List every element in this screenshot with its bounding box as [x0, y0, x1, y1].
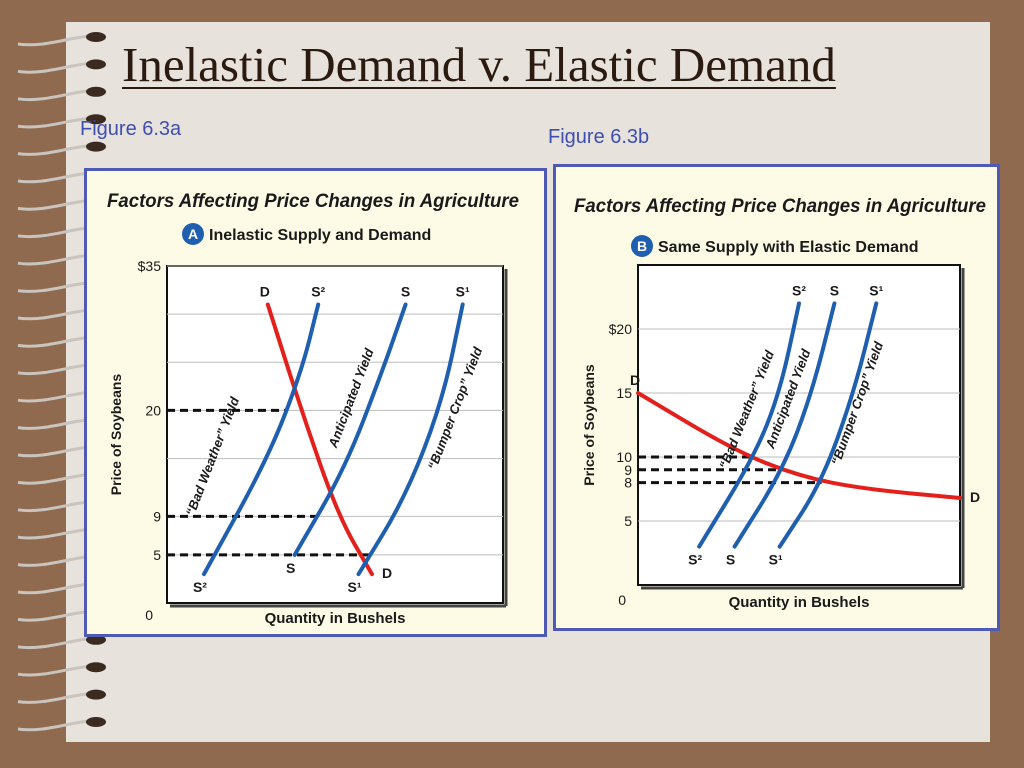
subtitle-badge: A: [188, 226, 198, 242]
x-axis-label: Quantity in Bushels: [265, 610, 406, 627]
spiral-wire: [17, 89, 93, 102]
plot-area: [166, 265, 504, 604]
spiral-wire: [17, 445, 93, 458]
supply-label: S¹: [456, 284, 470, 300]
y-tick-label: 9: [153, 508, 161, 524]
y-axis-label: Price of Soybeans: [108, 374, 124, 496]
supply-label: S: [830, 282, 839, 298]
y-tick-label: 5: [153, 547, 161, 563]
demand-curve: [265, 302, 374, 577]
supply-label: S¹: [869, 282, 883, 298]
chart-subtitle: Same Supply with Elastic Demand: [658, 239, 919, 256]
spiral-wire: [17, 582, 93, 595]
spiral-wire: [17, 363, 93, 376]
spiral-hole: [86, 59, 106, 70]
y-tick-label: 10: [616, 449, 632, 465]
spiral-wire: [17, 144, 93, 156]
spiral-wire: [17, 609, 93, 622]
supply-curve: [732, 301, 837, 549]
chart-subtitle: Inelastic Supply and Demand: [209, 227, 431, 244]
spiral-wire: [17, 335, 93, 348]
spiral-wire: [17, 664, 93, 677]
spiral-wire: [17, 281, 93, 293]
y-tick-label: 9: [624, 462, 632, 478]
spiral-wire: [17, 308, 93, 321]
spiral-wire: [17, 418, 93, 430]
y-tick-label: 5: [624, 513, 632, 529]
spiral-wire: [17, 390, 93, 403]
spiral-wire: [17, 527, 93, 540]
spiral-hole: [86, 634, 106, 645]
chart-a-svg: Factors Affecting Price Changes in Agric…: [107, 191, 519, 627]
y-tick-label: $20: [609, 321, 633, 337]
chart-b-svg: Factors Affecting Price Changes in Agric…: [574, 196, 986, 611]
chart-title: Factors Affecting Price Changes in Agric…: [574, 196, 986, 217]
supply-curve: [201, 302, 321, 577]
spiral-hole: [86, 32, 106, 42]
figure-caption-b: Figure 6.3b: [548, 126, 650, 148]
chart-title: Factors Affecting Price Changes in Agric…: [107, 191, 519, 212]
supply-label: S¹: [348, 579, 362, 595]
spiral-wire: [17, 637, 93, 650]
supply-curve: [292, 302, 408, 557]
demand-label: D: [970, 489, 980, 505]
spiral-hole: [86, 662, 106, 673]
spiral-hole: [86, 689, 106, 700]
subtitle-badge: B: [637, 238, 647, 254]
supply-label: S²: [792, 282, 806, 298]
supply-curve: [697, 301, 801, 549]
spiral-wire: [17, 253, 93, 266]
supply-label: S²: [688, 552, 702, 568]
supply-label: S: [726, 552, 735, 568]
spiral-wire: [17, 61, 93, 74]
spiral-wire: [17, 226, 93, 239]
spiral-wire: [17, 555, 93, 567]
spiral-wire: [17, 472, 93, 485]
spiral-wire: [17, 692, 93, 704]
y-tick-label: $35: [138, 258, 162, 274]
spiral-hole: [86, 717, 106, 727]
spiral-wire: [17, 198, 93, 211]
supply-curve: [356, 302, 465, 577]
y-tick-label: 0: [618, 592, 626, 608]
subtitle-badge-circle: [182, 223, 204, 245]
spiral-hole: [86, 86, 106, 97]
y-tick-label: 15: [616, 385, 632, 401]
chart-panel-b: Factors Affecting Price Changes in Agric…: [553, 164, 1000, 631]
spiral-wire: [17, 500, 93, 513]
spiral-wire: [17, 34, 93, 47]
spiral-wire: [17, 719, 93, 732]
x-axis-label: Quantity in Bushels: [729, 594, 870, 611]
supply-label: S: [286, 560, 295, 576]
spiral-wire: [17, 171, 93, 184]
demand-label: D: [260, 284, 270, 300]
demand-curve: [636, 391, 962, 500]
y-tick-label: 0: [145, 607, 153, 623]
spiral-hole: [86, 141, 106, 152]
y-tick-label: 20: [145, 402, 161, 418]
spiral-hole: [86, 114, 106, 125]
supply-label: S²: [193, 579, 207, 595]
demand-label: D: [630, 372, 640, 388]
supply-label: S: [401, 284, 410, 300]
supply-label: S²: [311, 284, 325, 300]
chart-panel-a: Factors Affecting Price Changes in Agric…: [84, 168, 547, 637]
y-tick-label: 8: [624, 475, 632, 491]
y-axis-label: Price of Soybeans: [581, 364, 597, 486]
supply-label: S¹: [769, 552, 783, 568]
figure-caption-a: Figure 6.3a: [80, 118, 182, 140]
demand-label: D: [382, 565, 392, 581]
subtitle-badge-circle: [631, 235, 653, 257]
slide-title: Inelastic Demand v. Elastic Demand: [122, 37, 836, 92]
supply-curve: [777, 301, 879, 549]
